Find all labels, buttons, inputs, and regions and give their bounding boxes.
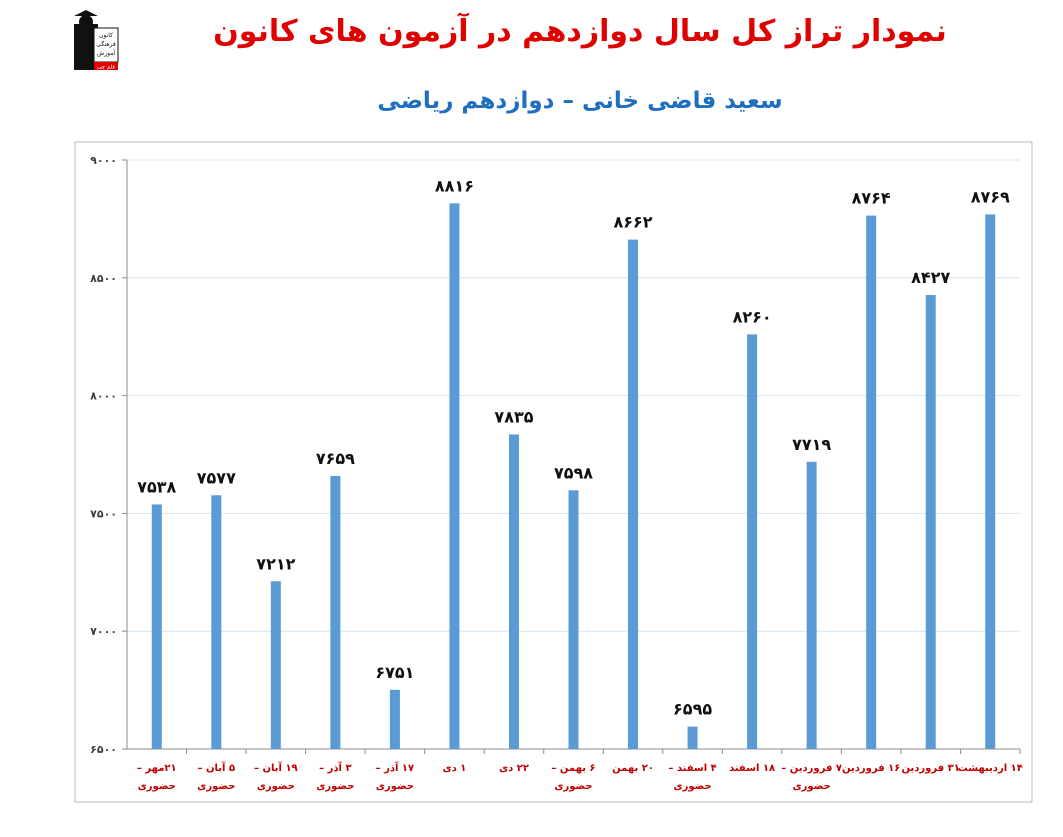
x-category-label: حضوری [257,781,295,792]
bar [151,504,162,749]
chart-title: نمودار تراز کل سال دوازدهم در آزمون های … [213,14,947,49]
x-category-label: ۱۸ اسفند [729,763,775,774]
bar-value-label: ۶۵۹۵ [673,700,712,719]
bar [568,490,579,749]
bar-value-label: ۸۶۶۲ [614,213,653,232]
logo-line-3: آموزش [97,48,116,57]
x-category-label: ۳ آذر – [319,761,351,774]
bar-value-label: ۸۸۱۶ [435,176,474,195]
chart-subtitle: سعید قاضی خانی – دوازدهم ریاضی [377,88,783,114]
bars [151,203,996,750]
kanoon-logo: کانون فرهنگی آموزش قلم چی [66,10,120,72]
y-tick-label: ۹۰۰۰ [90,154,117,167]
bar [270,581,281,749]
x-category-label: حضوری [793,781,831,792]
y-tick-label: ۷۵۰۰ [90,507,117,520]
bar-value-label: ۷۵۷۷ [197,468,236,487]
y-tick-label: ۸۵۰۰ [90,272,117,285]
bar [925,294,936,749]
x-category-label: ۲۰ بهمن [612,763,654,774]
logo-graphic: کانون فرهنگی آموزش قلم چی [74,10,119,71]
x-category-label: ۱۶ فروردین [842,763,900,774]
x-category-label: حضوری [376,781,414,792]
x-category-label: حضوری [554,781,592,792]
bar-value-label: ۷۶۵۹ [316,449,355,468]
x-category-label: حضوری [673,781,711,792]
bar [211,495,222,749]
x-axis-ticks: ۲۱مهر – حضوری ۵ آبان – حضوری ۱۹ آبان – حضوری ۳… [137,761,1023,792]
bar-value-label: ۸۷۶۴ [852,189,891,208]
bar [806,461,817,749]
bar [449,203,460,749]
bar-value-label: ۷۲۱۲ [256,554,295,573]
bar-value-label: ۷۸۳۵ [494,407,533,426]
logo-cap [74,10,98,16]
y-axis-ticks: ۶۵۰۰ ۷۰۰۰ ۷۵۰۰ ۸۰۰۰ ۸۵۰۰ ۹۰۰۰ [90,154,117,756]
x-category-label: ۱۷ آذر – [376,761,415,774]
bar-value-label: ۸۴۲۷ [911,268,950,287]
bar [628,239,639,749]
y-tick-label: ۸۰۰۰ [90,390,117,403]
x-category-label: ۷ فروردین – [781,763,842,774]
bar [508,434,519,749]
bar [330,475,341,749]
x-category-label: ۲۱مهر – [137,763,177,774]
bar-value-label: ۷۷۱۹ [792,435,831,454]
x-category-label: ۴ اسفند – [668,763,716,774]
x-category-label: حضوری [197,781,235,792]
bar-value-label: ۶۷۵۱ [375,663,414,682]
bar [687,726,698,749]
bar [747,334,758,749]
data-labels: ۷۵۳۸ ۷۵۷۷ ۷۲۱۲ ۷۶۵۹ ۶۷۵۱ ۸۸۱۶ ۷۸۳۵ ۷۵۹۸ ۸۶۶۲ ۶۵۹۵… [137,176,1010,718]
y-tick-label: ۶۵۰۰ [90,743,117,756]
y-tick-label: ۷۰۰۰ [90,625,117,638]
bar [985,214,996,750]
logo-tag-bg [94,62,118,70]
bar [866,215,877,750]
logo-figure-head [79,15,93,29]
bar [389,689,400,749]
x-category-label: ۱۴ اردیبهشت [958,763,1023,774]
x-category-label: حضوری [138,781,176,792]
x-category-label: ۵ آبان – [198,761,236,774]
x-category-label: ۱ دی [442,763,466,774]
bar-value-label: ۷۵۳۸ [137,477,176,496]
logo-line-2: فرهنگی [96,40,116,48]
x-category-label: ۳۱ فروردین [902,763,960,774]
x-category-label: حضوری [316,781,354,792]
x-category-label: ۱۹ آبان – [254,761,298,774]
x-category-label: ۶ بهمن – [551,763,595,774]
bar-value-label: ۸۲۶۰ [733,307,772,326]
logo-tag: قلم چی [97,65,115,71]
bar-value-label: ۸۷۶۹ [971,187,1010,206]
x-category-label: ۲۲ دی [499,763,529,774]
bar-value-label: ۷۵۹۸ [554,463,593,482]
logo-line-1: کانون [99,32,113,39]
